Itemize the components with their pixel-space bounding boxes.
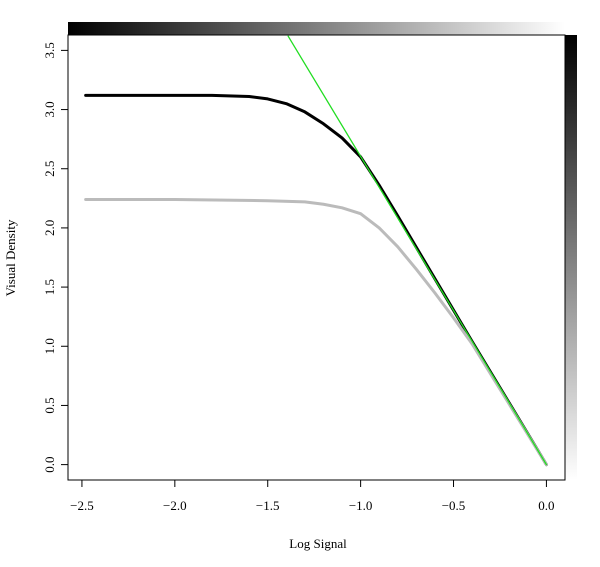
line-series bbox=[84, 93, 548, 467]
y-axis-title: Visual Density bbox=[3, 219, 18, 296]
gradient-bar-top bbox=[68, 22, 565, 35]
x-axis-title: Log Signal bbox=[289, 536, 347, 551]
line-series bbox=[287, 35, 548, 466]
x-tick-label: −2.0 bbox=[163, 498, 187, 513]
y-tick-label: 0.5 bbox=[42, 397, 57, 413]
x-tick-label: −1.5 bbox=[256, 498, 280, 513]
y-tick-label: 3.0 bbox=[42, 101, 57, 117]
x-tick-label: −0.5 bbox=[442, 498, 466, 513]
y-tick-label: 1.5 bbox=[42, 279, 57, 295]
plot-frame bbox=[67, 34, 566, 481]
line-series bbox=[84, 198, 548, 467]
y-tick-label: 1.0 bbox=[42, 338, 57, 354]
x-tick-label: −1.0 bbox=[349, 498, 373, 513]
x-tick-label: −2.5 bbox=[70, 498, 94, 513]
y-tick-label: 2.0 bbox=[42, 220, 57, 236]
y-tick-label: 2.5 bbox=[42, 161, 57, 177]
gradient-bar-right bbox=[565, 35, 577, 480]
y-tick-label: 0.0 bbox=[42, 456, 57, 472]
y-tick-label: 3.5 bbox=[42, 42, 57, 58]
x-tick-label: 0.0 bbox=[538, 498, 554, 513]
